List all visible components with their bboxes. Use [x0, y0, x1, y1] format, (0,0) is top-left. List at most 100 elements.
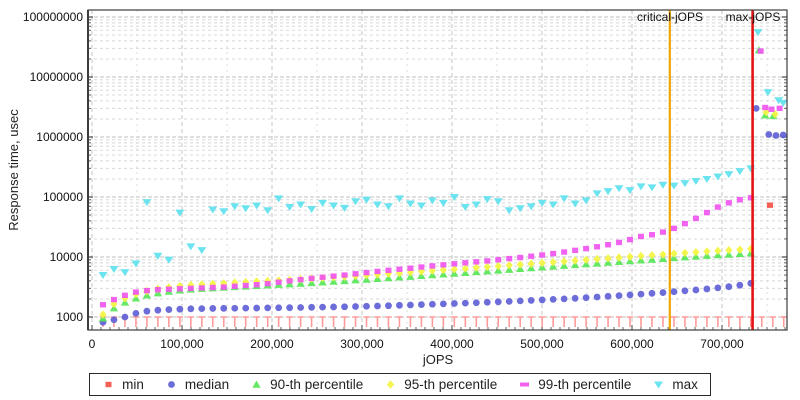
- data-point-max: [340, 204, 350, 212]
- data-point-p95: [593, 254, 601, 264]
- data-point-min: [495, 316, 502, 327]
- data-point-median: [571, 294, 579, 302]
- data-point-max-overload: [774, 97, 784, 105]
- y-axis-title: Response time, usec: [6, 109, 21, 231]
- data-point-median: [670, 288, 678, 296]
- data-point-max: [109, 266, 119, 274]
- data-point-p95: [516, 260, 524, 269]
- data-point-p95: [560, 257, 568, 266]
- legend-item-min: min: [102, 377, 144, 392]
- data-point-max: [362, 196, 371, 204]
- data-point-max: [175, 209, 185, 217]
- data-point-min: [143, 316, 151, 327]
- plot-canvas: 1000 10000 100000 1000000 10000000 100000000 0…: [6, 9, 788, 367]
- data-point-p95: [384, 269, 393, 278]
- data-point-median: [714, 284, 722, 292]
- data-point-min: [604, 316, 612, 327]
- data-point-max: [548, 201, 558, 209]
- data-point-max: [307, 206, 317, 214]
- data-point-median: [725, 283, 733, 291]
- data-point-max: [625, 187, 635, 195]
- data-point-median: [472, 299, 480, 307]
- data-point-max: [713, 173, 723, 181]
- data-point-median: [374, 302, 381, 310]
- data-point-p99: [692, 215, 699, 222]
- data-point-min: [242, 316, 249, 327]
- data-point-p95-overload: [771, 109, 779, 119]
- legend-item-99-th-percentile: 99-th percentile: [518, 377, 631, 392]
- legend-label: median: [184, 377, 230, 392]
- data-point-p95: [439, 265, 447, 275]
- data-point-p95: [582, 255, 590, 265]
- x-tick-label: 600,000: [610, 337, 654, 351]
- data-point-min: [440, 316, 447, 327]
- data-point-p95: [747, 244, 755, 253]
- data-point-median: [615, 292, 623, 300]
- data-point-min: [582, 316, 590, 327]
- data-point-max: [263, 207, 273, 215]
- data-point-median: [308, 303, 315, 311]
- legend-label: 95-th percentile: [404, 377, 498, 392]
- data-point-min: [330, 316, 337, 327]
- data-point-p95: [99, 310, 107, 319]
- data-point-median-overload: [772, 132, 780, 139]
- data-point-min: [681, 316, 689, 327]
- data-point-median: [407, 301, 414, 309]
- data-point-max: [493, 198, 503, 206]
- data-point-min: [659, 316, 667, 327]
- data-point-median: [626, 291, 634, 299]
- data-point-p99: [627, 236, 634, 243]
- data-point-median: [154, 306, 162, 314]
- data-point-median: [450, 300, 458, 307]
- data-point-max: [460, 204, 470, 212]
- data-point-p95: [483, 262, 491, 272]
- series-median: [99, 104, 787, 326]
- data-point-median: [209, 305, 217, 312]
- max-jops-label: max-jOPS: [726, 10, 781, 24]
- data-point-max: [526, 203, 536, 211]
- data-point-p99: [396, 266, 403, 272]
- data-point-min: [451, 316, 458, 327]
- data-point-p99: [407, 265, 414, 271]
- data-point-max: [241, 205, 251, 213]
- data-point-min: [714, 316, 722, 327]
- data-point-p99: [594, 244, 601, 250]
- data-point-max: [614, 185, 624, 193]
- data-point-p95: [472, 263, 480, 272]
- legend-marker-90-th percentile: [252, 380, 261, 388]
- data-point-min: [517, 316, 524, 327]
- data-point-max: [438, 199, 448, 207]
- y-tick-label: 10000000: [30, 70, 84, 84]
- x-tick-label: 0: [89, 337, 96, 351]
- data-point-min: [429, 316, 436, 327]
- data-point-p99: [352, 271, 359, 277]
- data-point-min: [506, 316, 513, 327]
- data-point-min: [264, 316, 271, 327]
- data-point-median: [582, 294, 590, 302]
- data-point-min: [692, 316, 700, 327]
- data-point-p95: [604, 254, 612, 263]
- data-point-min: [780, 316, 787, 327]
- data-point-max: [559, 195, 569, 203]
- data-point-min: [363, 316, 370, 327]
- data-point-min: [549, 316, 557, 327]
- data-point-max: [318, 199, 328, 207]
- data-point-p99: [220, 284, 227, 290]
- data-point-p99: [561, 249, 568, 255]
- data-point-min: [462, 316, 469, 327]
- data-point-min: [736, 316, 744, 327]
- data-point-p99: [286, 278, 293, 284]
- data-point-max: [164, 256, 174, 264]
- data-point-median: [143, 307, 151, 315]
- data-point-median: [560, 295, 568, 303]
- data-point-median: [264, 304, 272, 312]
- data-point-max: [724, 171, 734, 179]
- data-point-min: [220, 316, 227, 327]
- data-point-p95-overload: [762, 107, 770, 117]
- data-point-median: [494, 298, 502, 306]
- legend-container: min median 90-th percentile 95-th percentil…: [0, 373, 800, 396]
- data-point-p99: [616, 239, 623, 246]
- data-point-p99: [374, 268, 381, 275]
- legend-label: 99-th percentile: [538, 377, 632, 392]
- data-point-median-overload: [779, 131, 787, 139]
